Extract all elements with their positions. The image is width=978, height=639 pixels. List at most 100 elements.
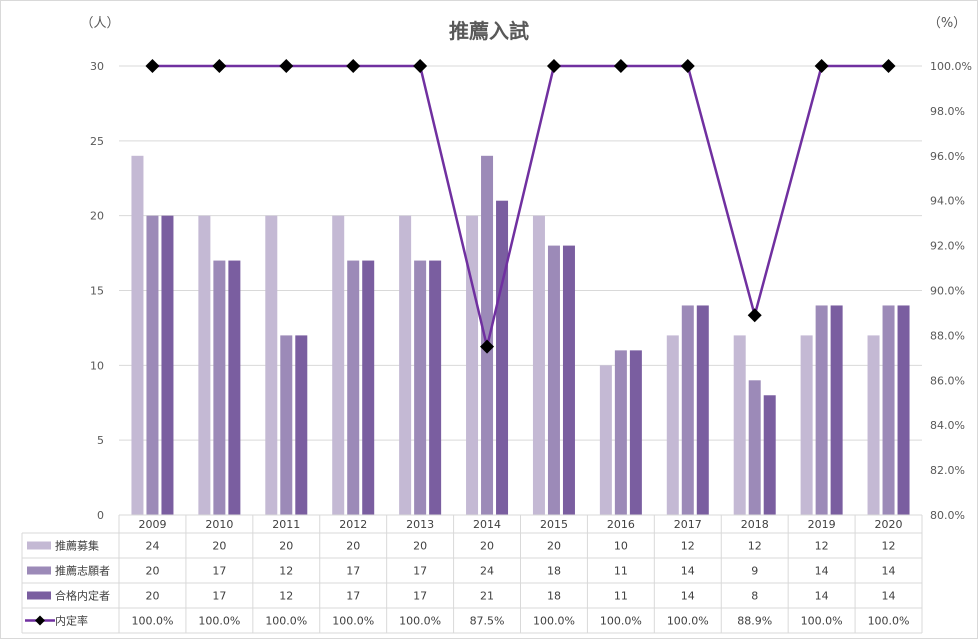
legend-label: 内定率 [55, 614, 88, 628]
bars [131, 155, 910, 516]
bar [399, 215, 412, 515]
data-label: 88.9% [737, 615, 772, 628]
data-label: 100.0% [667, 615, 709, 628]
y-tick-label: 5 [97, 434, 104, 447]
x-tick-label: 2015 [540, 518, 568, 531]
y2-tick-label: 90.0% [930, 285, 965, 298]
bar [867, 335, 880, 515]
bar [280, 335, 293, 515]
bar [198, 215, 211, 515]
data-label: 14 [882, 565, 896, 578]
data-label: 17 [346, 590, 360, 603]
rate-point [145, 59, 160, 73]
x-tick-label: 2011 [272, 518, 300, 531]
data-label: 20 [547, 540, 561, 553]
bar [466, 215, 479, 515]
y2-tick-label: 80.0% [930, 509, 965, 522]
bar [161, 215, 174, 515]
data-label: 17 [346, 565, 360, 578]
data-label: 24 [145, 540, 159, 553]
legend-swatch [27, 591, 51, 600]
y-tick-label: 10 [90, 359, 104, 372]
right-unit-label: （%） [928, 16, 966, 31]
y2-tick-label: 98.0% [930, 105, 965, 118]
bar [496, 200, 509, 515]
y2-tick-label: 100.0% [930, 60, 972, 73]
data-label: 12 [748, 540, 762, 553]
legend-swatch [27, 566, 51, 575]
data-label: 18 [547, 565, 561, 578]
y2-tick-label: 92.0% [930, 240, 965, 253]
data-label: 12 [279, 565, 293, 578]
bar [800, 335, 813, 515]
left-unit-label: （人） [80, 16, 119, 31]
bar [614, 350, 627, 515]
rate-point [480, 339, 495, 354]
data-label: 18 [547, 590, 561, 603]
data-label: 12 [681, 540, 695, 553]
bar [815, 305, 828, 515]
chart-title: 推薦入試 [449, 19, 529, 43]
bar [481, 155, 494, 516]
rate-point [346, 59, 361, 73]
bar [897, 305, 910, 515]
x-tick-label: 2012 [339, 518, 367, 531]
data-table: 2009 2010 2011 2012 2013 2014 2015 2016 2017 2018… [21, 514, 923, 634]
bar [696, 305, 709, 515]
y2-tick-label: 84.0% [930, 419, 965, 432]
y-tick-label: 25 [90, 135, 104, 148]
y2-tick-label: 94.0% [930, 195, 965, 208]
data-label: 14 [815, 565, 829, 578]
data-label: 100.0% [399, 615, 441, 628]
data-label: 100.0% [600, 615, 642, 628]
data-label: 8 [751, 590, 758, 603]
bar [763, 395, 776, 515]
rate-line-path [152, 64, 889, 347]
legend-label: 合格内定者 [55, 589, 110, 603]
data-label: 100.0% [198, 615, 240, 628]
y-tick-label: 30 [90, 60, 104, 73]
data-label: 100.0% [265, 615, 307, 628]
y2-tick-label: 96.0% [930, 150, 965, 163]
bar [547, 245, 560, 515]
data-label: 21 [480, 590, 494, 603]
data-label: 20 [145, 590, 159, 603]
data-label: 17 [413, 565, 427, 578]
legend-label: 推薦志願者 [55, 564, 110, 578]
bar [748, 380, 761, 515]
rate-point [814, 59, 829, 73]
data-label: 14 [681, 590, 695, 603]
data-label: 20 [413, 540, 427, 553]
x-tick-label: 2013 [406, 518, 434, 531]
y2-tick-label: 88.0% [930, 329, 965, 342]
rate-point [680, 59, 695, 73]
rate-point [546, 59, 561, 73]
bar [532, 215, 545, 515]
bar [599, 365, 612, 515]
rate-point [747, 308, 762, 323]
bar [146, 215, 159, 515]
data-label: 10 [614, 540, 628, 553]
data-label: 100.0% [332, 615, 374, 628]
data-label: 20 [279, 540, 293, 553]
bar [213, 260, 226, 515]
data-label: 100.0% [801, 615, 843, 628]
data-label: 14 [882, 590, 896, 603]
x-tick-label: 2017 [674, 518, 702, 531]
legend-label: 推薦募集 [55, 539, 99, 553]
y2-tick-label: 86.0% [930, 374, 965, 387]
bar [265, 215, 278, 515]
bar [362, 260, 375, 515]
data-label: 20 [346, 540, 360, 553]
data-label: 17 [212, 565, 226, 578]
data-label: 20 [212, 540, 226, 553]
y-tick-label: 15 [90, 285, 104, 298]
bar [629, 350, 642, 515]
bar [429, 260, 442, 515]
data-label: 12 [279, 590, 293, 603]
x-tick-label: 2019 [808, 518, 836, 531]
y-tick-label: 0 [97, 509, 104, 522]
data-label: 9 [751, 565, 758, 578]
bar [882, 305, 895, 515]
